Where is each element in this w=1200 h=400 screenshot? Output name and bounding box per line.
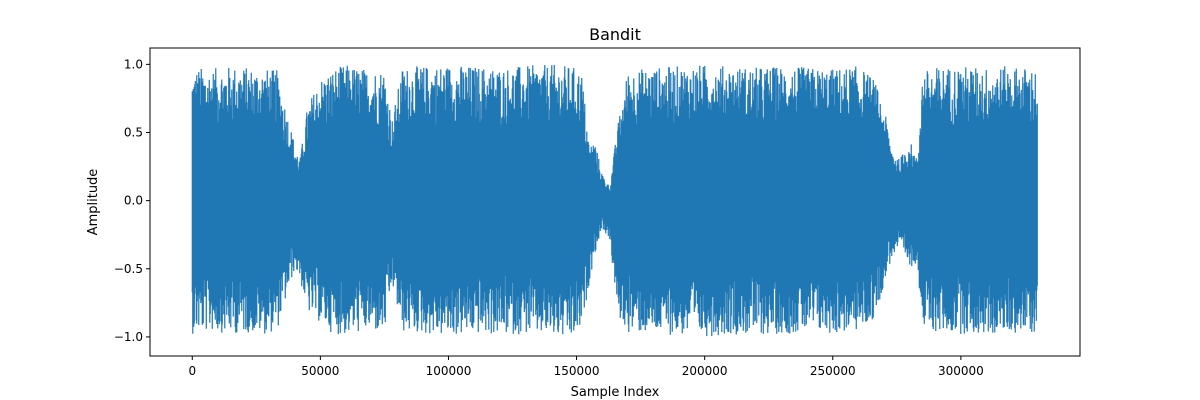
x-tick-label: 100000	[426, 364, 472, 378]
y-tick-label: 1.0	[124, 57, 143, 71]
y-tick-label: −1.0	[114, 330, 143, 344]
y-tick-label: 0.0	[124, 194, 143, 208]
plot-frame	[149, 47, 1081, 357]
y-axis: 1.0 0.5 0.0 −0.5 −1.0	[114, 57, 150, 344]
x-tick-label: 0	[188, 364, 196, 378]
y-axis-label: Amplitude	[86, 169, 101, 236]
chart-title: Bandit	[589, 25, 641, 44]
plot-area	[191, 64, 1038, 337]
x-axis-label: Sample Index	[571, 385, 660, 400]
y-tick-label: −0.5	[114, 262, 143, 276]
x-tick-label: 300000	[938, 364, 984, 378]
y-tick-label: 0.5	[124, 125, 143, 139]
x-axis: 0 50000 100000 150000 200000 250000 300000	[188, 356, 984, 378]
x-tick-label: 50000	[301, 364, 339, 378]
x-tick-label: 150000	[554, 364, 600, 378]
x-tick-label: 200000	[682, 364, 728, 378]
waveform-series-line	[191, 64, 1038, 337]
x-tick-label: 250000	[810, 364, 856, 378]
